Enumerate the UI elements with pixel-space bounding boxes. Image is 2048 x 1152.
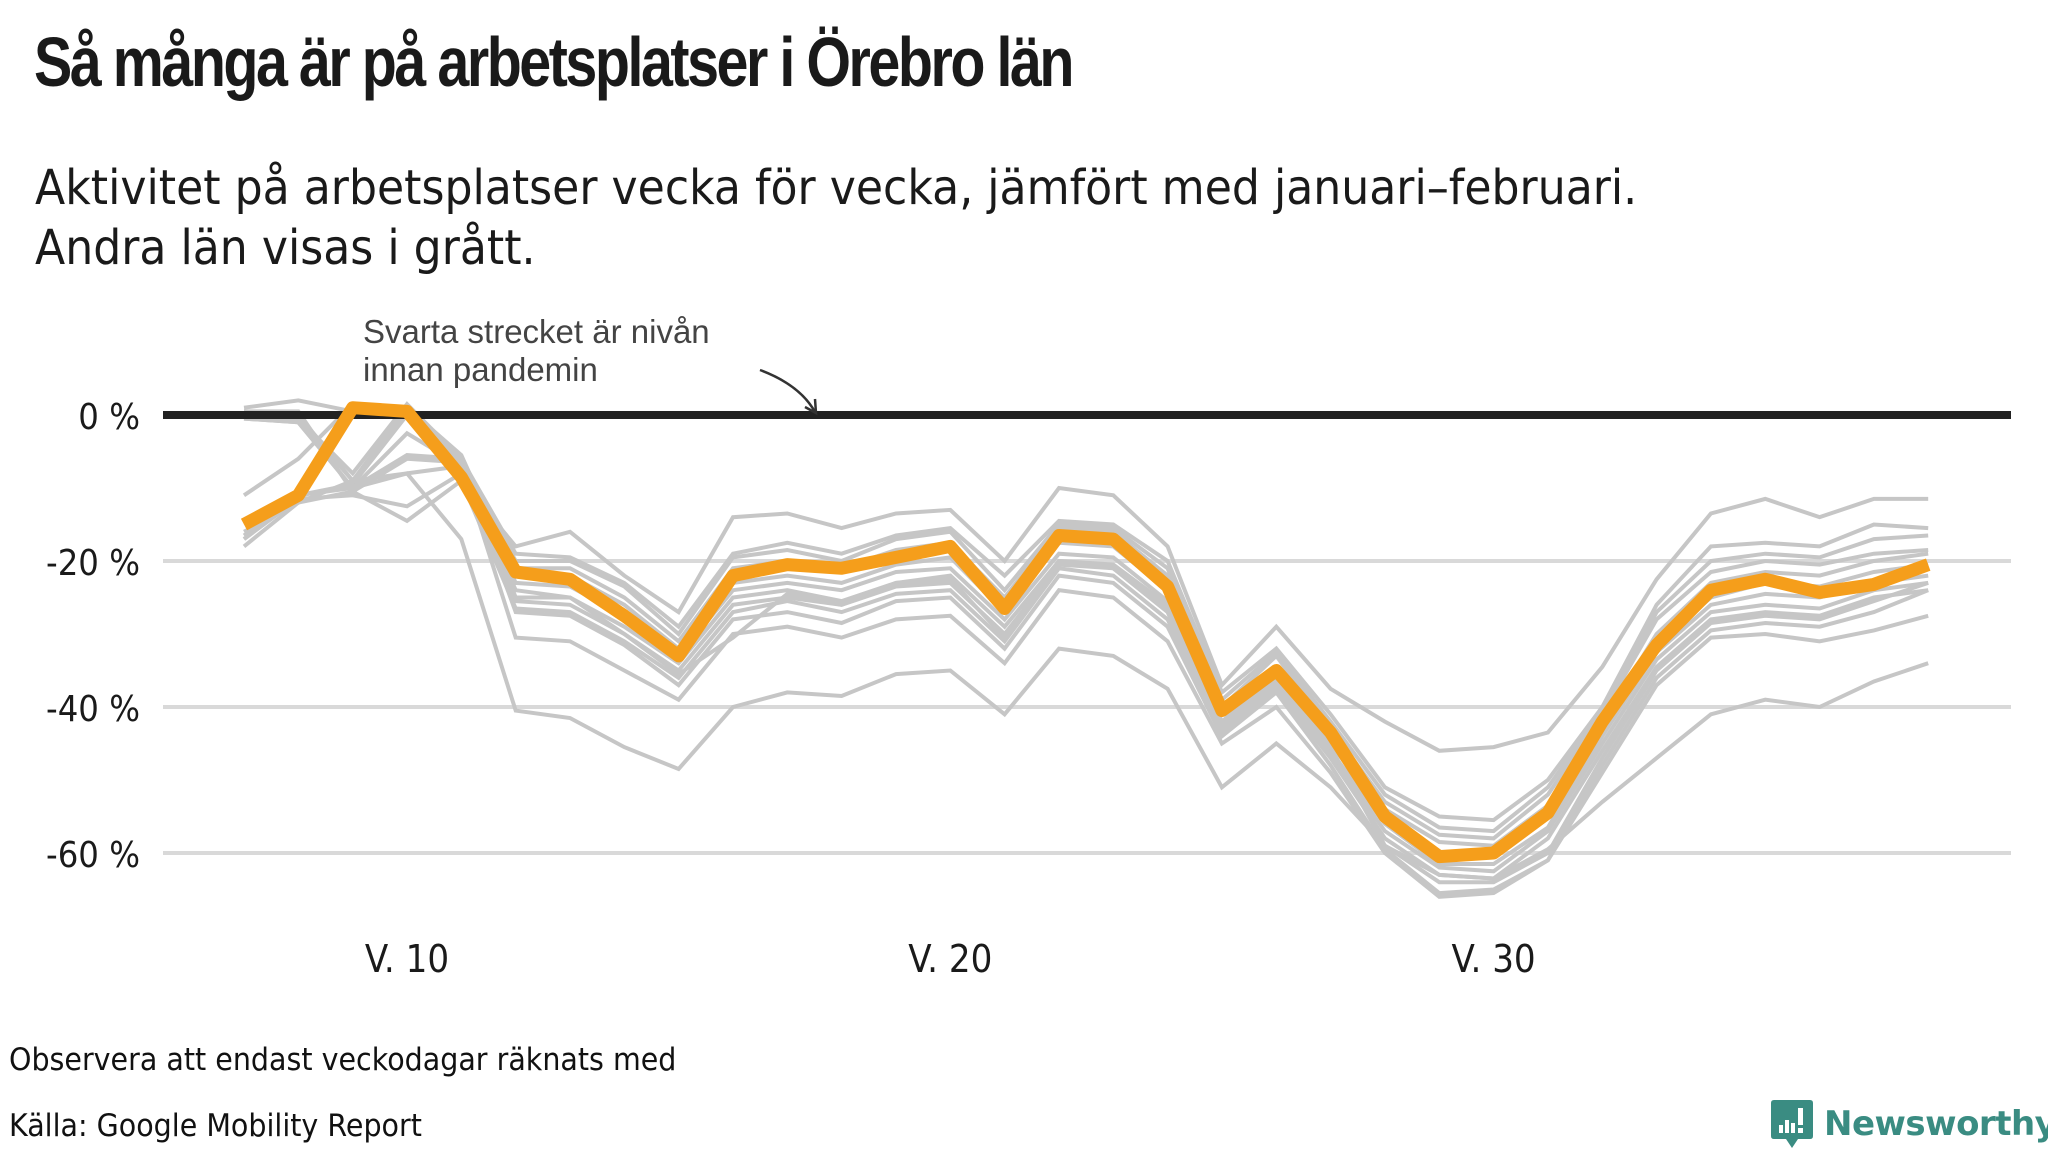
source-label: Källa: Google Mobility Report <box>9 1108 422 1144</box>
series-line-orebro <box>240 401 1931 864</box>
highlight-line-group <box>240 401 1931 864</box>
footnote-weekdays: Observera att endast veckodagar räknats … <box>9 1042 677 1078</box>
bar-chart-speech-bubble-icon <box>1771 1100 1813 1148</box>
series-line-other-county <box>243 413 1929 881</box>
x-tick-label: V. 30 <box>1452 936 1536 981</box>
other-counties-lines <box>242 398 1929 899</box>
x-tick-label: V. 20 <box>908 936 992 981</box>
series-line-other-county <box>243 408 1929 834</box>
newsworthy-logo[interactable]: Newsworthy <box>1770 1098 2048 1150</box>
annotation-text-line-1: Svarta strecket är nivån <box>363 313 710 350</box>
series-line-other-county <box>242 477 1929 881</box>
series-line-other-county <box>243 416 1929 885</box>
y-tick-label: 0 % <box>78 396 140 438</box>
y-axis-labels: 0 % -20 % -40 % -60 % <box>46 396 140 876</box>
y-tick-label: -20 % <box>46 542 140 584</box>
x-axis-labels: V. 10 V. 20 V. 30 <box>365 936 1536 981</box>
annotation-text-line-2: innan pandemin <box>363 351 598 388</box>
annotation-arrow-icon <box>759 368 817 413</box>
logo-text: Newsworthy <box>1824 1104 2048 1144</box>
series-line-other-county <box>244 409 1929 896</box>
chart-subtitle: Aktivitet på arbetsplatser vecka för vec… <box>35 158 1637 278</box>
y-tick-label: -60 % <box>46 834 140 876</box>
series-line-other-county <box>243 398 1929 753</box>
subtitle-line-2: Andra län visas i grått. <box>35 220 536 276</box>
series-line-other-county <box>243 401 1929 823</box>
annotation: Svarta strecket är nivån innan pandemin <box>363 313 818 416</box>
y-tick-label: -40 % <box>46 688 140 730</box>
annotation-arrowhead-icon <box>804 398 818 416</box>
x-tick-label: V. 10 <box>365 936 449 981</box>
chart-title: Så många är på arbetsplatser i Örebro lä… <box>34 23 1074 101</box>
series-line-other-county <box>243 416 1929 899</box>
subtitle-line-1: Aktivitet på arbetsplatser vecka för vec… <box>35 160 1638 216</box>
